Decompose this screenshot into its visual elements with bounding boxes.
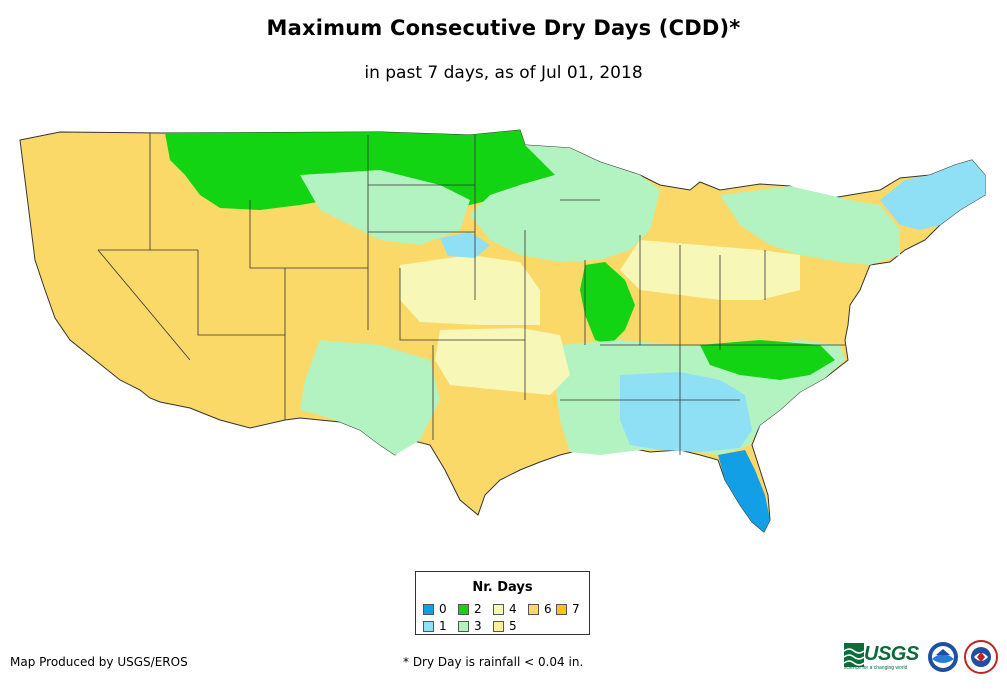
legend-label-3: 3 bbox=[474, 619, 482, 633]
legend-swatch-4 bbox=[493, 603, 504, 615]
legend-label-4: 4 bbox=[509, 602, 517, 616]
legend-swatch-3 bbox=[458, 620, 469, 632]
legend-item-1: 1 bbox=[423, 619, 447, 633]
legend-item-5: 5 bbox=[493, 619, 517, 633]
legend-label-5: 5 bbox=[509, 619, 517, 633]
usgs-tagline: science for a changing world bbox=[844, 665, 908, 671]
region-dakotas-light bbox=[300, 170, 470, 245]
region-mississippi-green bbox=[580, 262, 635, 345]
map-credit: Map Produced by USGS/EROS bbox=[10, 655, 188, 669]
legend-swatch-0 bbox=[423, 603, 434, 615]
legend-title: Nr. Days bbox=[472, 580, 533, 595]
legend-item-6: 6 bbox=[528, 602, 552, 616]
legend-label-1: 1 bbox=[439, 619, 447, 633]
noaa-logo-icon bbox=[928, 642, 958, 672]
region-northeast-mix bbox=[720, 186, 900, 265]
legend-swatch-5 bbox=[493, 620, 504, 632]
region-nebraska-blue bbox=[440, 232, 490, 258]
legend-swatch-1 bbox=[423, 620, 434, 632]
legend-item-3: 3 bbox=[458, 619, 482, 633]
legend-item-4: 4 bbox=[493, 602, 517, 616]
region-upper-midwest bbox=[470, 145, 660, 262]
region-texas-north-light bbox=[435, 328, 570, 395]
map-title: Maximum Consecutive Dry Days (CDD)* bbox=[266, 16, 741, 40]
legend-swatch-2 bbox=[458, 603, 469, 615]
legend-swatch-6 bbox=[528, 603, 539, 615]
region-ohio-valley-light bbox=[620, 240, 800, 300]
dry-day-footnote: * Dry Day is rainfall < 0.04 in. bbox=[403, 655, 584, 669]
legend-label-0: 0 bbox=[439, 602, 447, 616]
usgs-logo-text: USGS bbox=[864, 643, 919, 665]
region-northern-plains bbox=[165, 130, 560, 210]
legend-label-2: 2 bbox=[474, 602, 482, 616]
nws-logo-icon bbox=[964, 640, 998, 674]
legend-item-0: 0 bbox=[423, 602, 447, 616]
state-borders bbox=[97, 133, 845, 455]
region-florida-blue bbox=[718, 450, 770, 532]
region-kansas-light bbox=[400, 255, 540, 325]
agency-logos: USGS science for a changing world bbox=[842, 637, 1002, 677]
map-subtitle: in past 7 days, as of Jul 01, 2018 bbox=[364, 63, 643, 83]
region-southwest-green bbox=[300, 340, 440, 455]
legend-item-7: 7 bbox=[556, 602, 580, 616]
legend-box: Nr. Days 0 1 2 3 4 5 6 7 bbox=[415, 571, 590, 635]
region-new-england-blue bbox=[880, 160, 985, 230]
legend-swatch-7 bbox=[556, 603, 567, 615]
region-carolinas-green bbox=[700, 340, 835, 380]
legend-label-7: 7 bbox=[572, 602, 580, 616]
legend-label-6: 6 bbox=[544, 602, 552, 616]
region-southeast-blue bbox=[620, 372, 752, 452]
legend-item-2: 2 bbox=[458, 602, 482, 616]
us-cdd-map bbox=[19, 129, 986, 533]
usgs-logo-icon bbox=[844, 643, 864, 667]
